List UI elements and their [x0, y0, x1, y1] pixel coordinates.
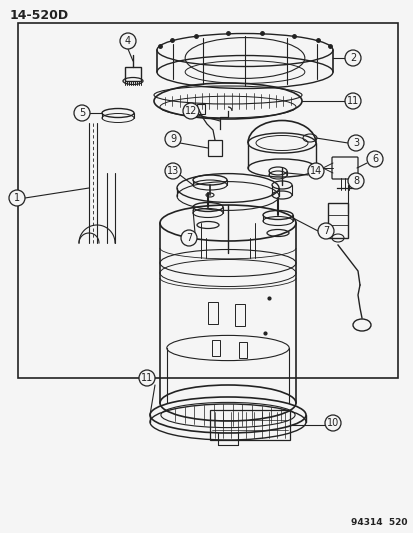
Bar	[18, 23, 397, 378]
Circle shape	[324, 415, 340, 431]
Text: 1: 1	[14, 193, 20, 203]
Circle shape	[165, 163, 180, 179]
Text: 4: 4	[125, 36, 131, 46]
Circle shape	[366, 151, 382, 167]
Text: 12: 12	[184, 106, 197, 116]
Text: 14: 14	[309, 166, 321, 176]
Text: 14-520D: 14-520D	[10, 9, 69, 22]
Bar	[207, 140, 221, 156]
Bar	[327, 203, 347, 238]
Text: 11: 11	[140, 373, 153, 383]
Text: 3: 3	[352, 138, 358, 148]
Circle shape	[317, 223, 333, 239]
Text: 2: 2	[349, 53, 355, 63]
Circle shape	[344, 93, 360, 109]
Text: 94314  520: 94314 520	[351, 518, 407, 527]
Circle shape	[344, 50, 360, 66]
Circle shape	[307, 163, 323, 179]
Bar	[209, 410, 289, 440]
Text: 11: 11	[346, 96, 358, 106]
Text: 8: 8	[352, 176, 358, 186]
Text: 9: 9	[169, 134, 176, 144]
Bar	[238, 342, 247, 358]
Circle shape	[165, 131, 180, 147]
Text: 7: 7	[185, 233, 192, 243]
Circle shape	[74, 105, 90, 121]
Circle shape	[347, 173, 363, 189]
Bar	[197, 104, 204, 114]
Circle shape	[120, 33, 136, 49]
Circle shape	[347, 135, 363, 151]
Text: 7: 7	[322, 226, 328, 236]
Circle shape	[180, 230, 197, 246]
Circle shape	[139, 370, 154, 386]
Bar	[207, 302, 218, 324]
Circle shape	[9, 190, 25, 206]
Bar	[235, 304, 244, 326]
Text: 13: 13	[166, 166, 179, 176]
Text: 10: 10	[326, 418, 338, 428]
Bar	[125, 67, 141, 81]
Circle shape	[183, 103, 199, 119]
Text: 6: 6	[371, 154, 377, 164]
Text: 5: 5	[79, 108, 85, 118]
Bar	[211, 340, 219, 356]
